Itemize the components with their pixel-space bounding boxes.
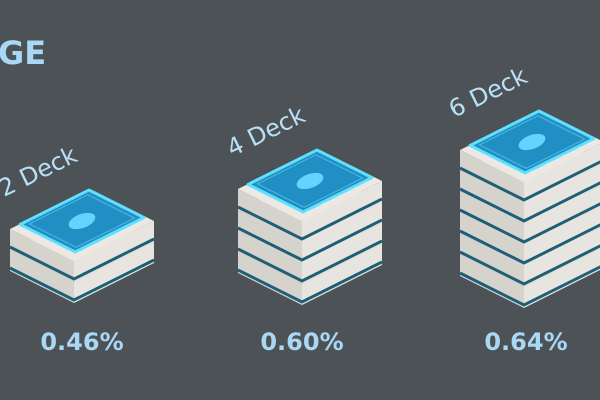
slab-right [524,165,600,224]
card-logo [68,212,96,230]
slab-edge [459,265,600,307]
edge-value: 0.46% [40,328,123,356]
card-logo [518,133,546,151]
slab-edge [237,197,383,241]
slab-edge [459,223,600,265]
slab-edge [237,239,383,283]
slab-edge [459,244,600,286]
slab-left [460,234,524,287]
slab-edge [9,258,155,302]
slab-right [302,244,382,305]
card-inner [478,115,586,169]
slab-left [10,250,74,303]
slab-edge [9,237,155,281]
card-inner [256,154,364,208]
slab-right [74,221,154,282]
slab-left [460,171,524,224]
slab-left [238,210,302,263]
slab-left [460,192,524,245]
slab-right [302,202,382,263]
slab-right [524,207,600,266]
slab-edge [459,160,600,202]
slab-right [74,242,154,303]
slab-left [238,231,302,284]
slab-left [460,150,524,203]
slab-right [524,144,600,203]
slab-left [460,255,524,308]
card-inner [28,194,136,248]
card-logo [296,172,324,190]
title: GE [0,34,46,72]
slab-edge [237,218,383,262]
slab-right [302,181,382,242]
slab-edge [237,260,383,304]
edge-value: 0.60% [260,328,343,356]
slab-left [460,213,524,266]
slab-right [524,249,600,308]
slab-left [238,252,302,305]
slab-right [302,223,382,284]
slab-left [238,189,302,242]
slab-left [10,229,74,282]
edge-value: 0.64% [484,328,567,356]
slab-edge [459,181,600,223]
slab-edge [459,202,600,244]
slab-right [524,186,600,245]
slab-right [524,228,600,287]
